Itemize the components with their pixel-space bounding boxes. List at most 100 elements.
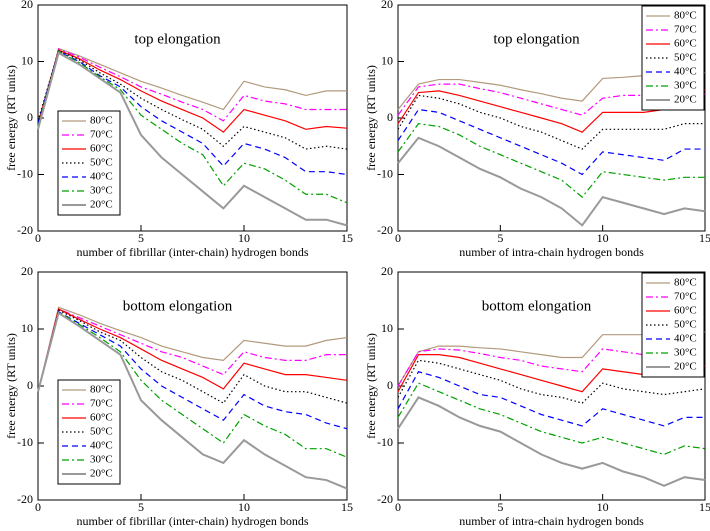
y-axis-label: free energy (RT units) (4, 333, 18, 439)
x-tick-label: 0 (395, 500, 401, 514)
legend-label: 20°C (674, 94, 697, 106)
legend-box (641, 272, 705, 378)
y-tick-label: 10 (381, 321, 393, 335)
legend-box (57, 379, 121, 485)
legend-label: 70°C (90, 398, 113, 410)
series-line (37, 47, 347, 130)
panel-title: top elongation (134, 31, 221, 47)
x-tick-label: 5 (138, 500, 144, 514)
x-tick-label: 10 (597, 500, 609, 514)
legend-label: 40°C (674, 66, 697, 78)
legend-label: 30°C (674, 80, 697, 92)
series-line (37, 309, 348, 404)
y-tick-label: 20 (21, 264, 33, 278)
series-line (37, 51, 348, 227)
x-axis-label: number of fibrillar (inter-chain) hydrog… (76, 245, 308, 259)
x-tick-label: 5 (497, 231, 503, 245)
series-line (37, 50, 348, 176)
panel-title: bottom elongation (482, 298, 592, 314)
x-tick-label: 0 (395, 231, 401, 245)
x-axis-label: number of fibrillar (inter-chain) hydrog… (76, 514, 308, 528)
x-axis-label: number of intra-chain hydrogen bonds (459, 514, 644, 528)
legend-box (641, 5, 705, 111)
y-axis-label: free energy (RT units) (364, 333, 378, 439)
x-tick-label: 5 (497, 500, 503, 514)
y-tick-label: -20 (17, 492, 33, 506)
legend-label: 30°C (674, 347, 697, 359)
legend-label: 50°C (90, 426, 113, 438)
y-tick-label: 10 (21, 321, 33, 335)
legend-label: 20°C (90, 468, 113, 480)
legend-label: 50°C (674, 52, 697, 64)
legend-label: 80°C (674, 10, 697, 22)
x-tick-label: 15 (341, 500, 353, 514)
legend-label: 70°C (90, 129, 113, 141)
legend-label: 40°C (674, 333, 697, 345)
legend-label: 80°C (674, 277, 697, 289)
legend-label: 60°C (674, 38, 697, 50)
y-tick-label: -10 (17, 435, 33, 449)
x-tick-label: 15 (341, 231, 353, 245)
x-axis-label: number of intra-chain hydrogen bonds (459, 245, 644, 259)
legend-label: 30°C (90, 185, 113, 197)
y-tick-label: 10 (21, 53, 33, 67)
legend-label: 70°C (674, 291, 697, 303)
series-line (397, 396, 706, 487)
x-tick-label: 10 (597, 231, 609, 245)
y-tick-label: -10 (377, 166, 393, 180)
legend-label: 30°C (90, 454, 113, 466)
series-line (37, 49, 348, 150)
legend-label: 80°C (90, 384, 113, 396)
legend-label: 20°C (674, 361, 697, 373)
y-tick-label: 0 (27, 378, 33, 392)
legend-label: 60°C (674, 305, 697, 317)
legend-label: 40°C (90, 440, 113, 452)
series-line (37, 308, 347, 392)
x-tick-label: 0 (35, 231, 41, 245)
panel-title: bottom elongation (123, 298, 233, 314)
x-tick-label: 10 (238, 500, 250, 514)
series-line (397, 359, 706, 404)
y-tick-label: 20 (381, 264, 393, 278)
series-line (37, 50, 348, 204)
y-tick-label: 20 (21, 0, 33, 11)
y-tick-label: 10 (381, 53, 393, 67)
series-line (37, 308, 348, 392)
series-line (37, 311, 348, 490)
series-line (37, 310, 348, 458)
series-line (397, 108, 705, 176)
legend-box (57, 110, 121, 216)
legend-label: 80°C (90, 115, 113, 127)
y-axis-label: free energy (RT units) (364, 65, 378, 171)
legend-label: 60°C (90, 412, 113, 424)
x-tick-label: 0 (35, 500, 41, 514)
y-tick-label: -20 (377, 492, 393, 506)
x-tick-label: 15 (699, 231, 710, 245)
legend-label: 70°C (674, 24, 697, 36)
legend-label: 40°C (90, 171, 113, 183)
series-line (397, 136, 706, 227)
legend-label: 50°C (674, 319, 697, 331)
series-line (37, 310, 348, 430)
series-line (397, 382, 706, 456)
series-line (37, 306, 348, 392)
panel-title: top elongation (493, 31, 580, 47)
y-tick-label: -10 (377, 435, 393, 449)
legend-label: 50°C (90, 157, 113, 169)
series-line (397, 94, 705, 150)
series-line (397, 371, 705, 427)
y-axis-label: free energy (RT units) (4, 65, 18, 171)
y-tick-label: -20 (17, 223, 33, 237)
y-tick-label: 0 (387, 110, 393, 124)
legend-label: 60°C (90, 143, 113, 155)
legend-label: 20°C (90, 199, 113, 211)
x-tick-label: 5 (138, 231, 144, 245)
series-line (397, 89, 706, 133)
y-tick-label: 20 (381, 0, 393, 11)
y-tick-label: 0 (27, 110, 33, 124)
y-tick-label: 0 (387, 378, 393, 392)
series-line (37, 48, 347, 127)
y-tick-label: -20 (377, 223, 393, 237)
x-tick-label: 15 (699, 500, 710, 514)
